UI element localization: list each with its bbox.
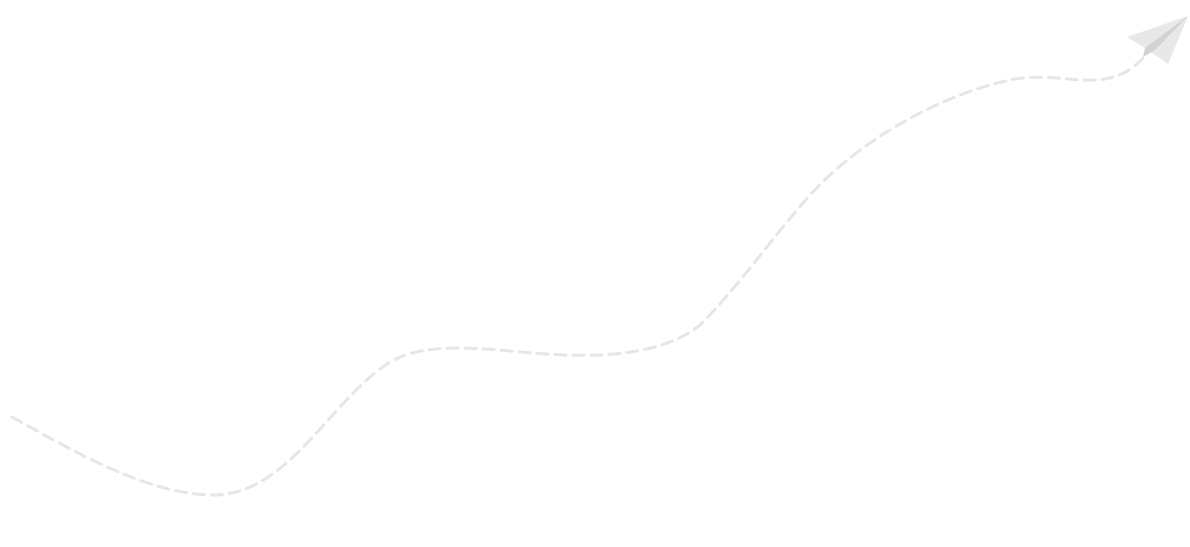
plane-fold xyxy=(1143,16,1188,57)
paper-plane-icon xyxy=(1127,16,1188,64)
dashed-flight-path xyxy=(10,48,1152,497)
